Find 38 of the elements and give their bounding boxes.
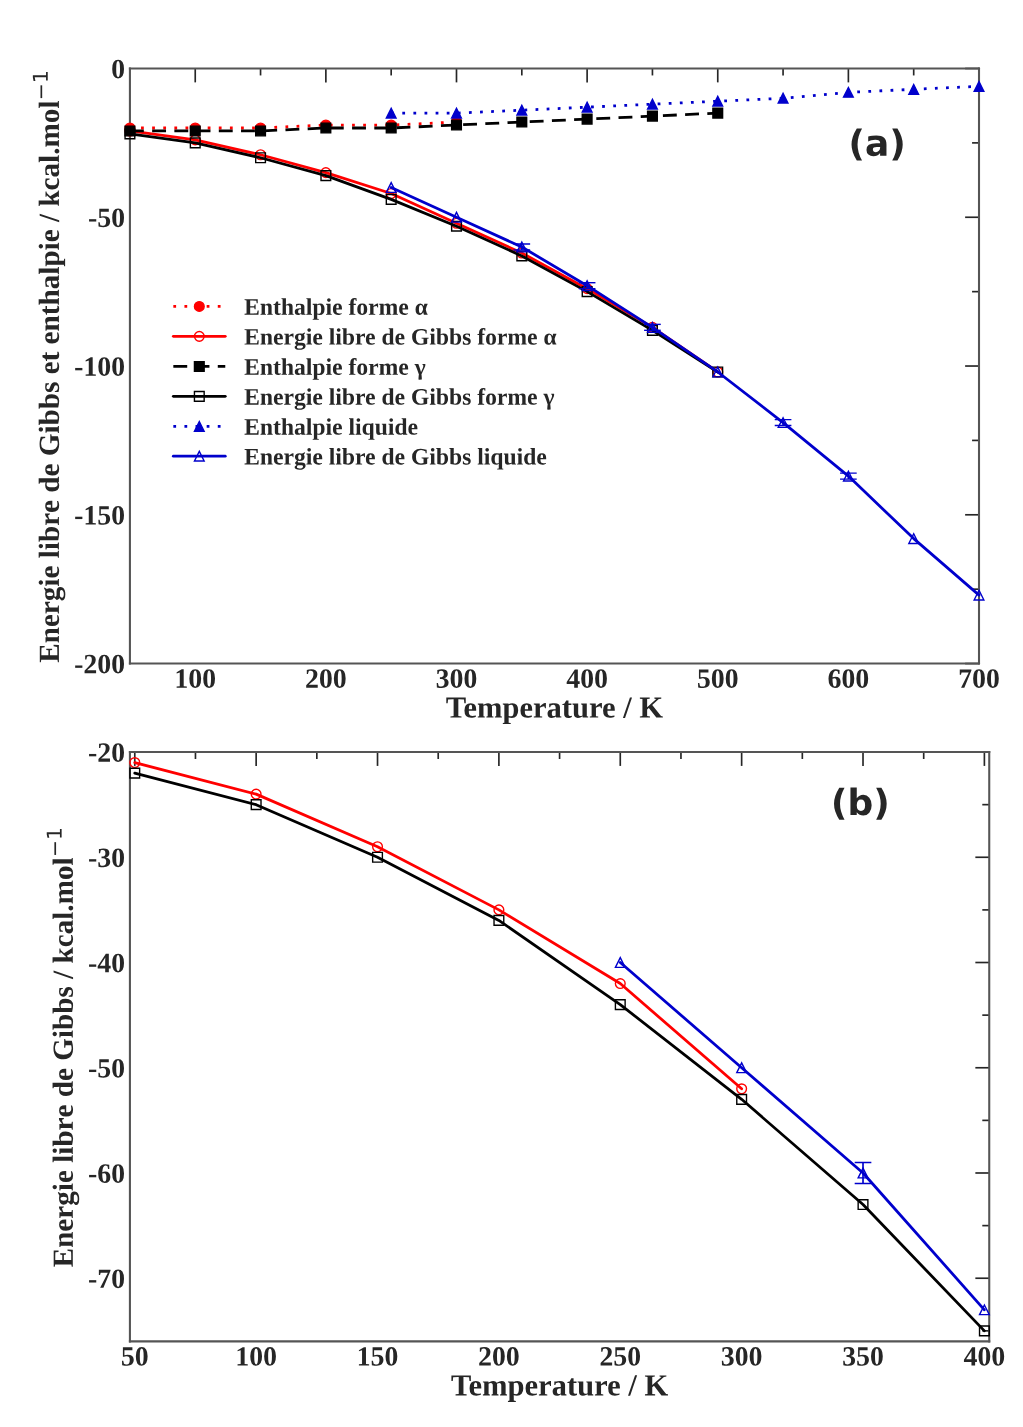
y-tick-label: -30 <box>89 848 124 868</box>
y-tick-label: 0 <box>112 59 124 79</box>
y-tick-label: -70 <box>89 1269 124 1289</box>
x-tick-label: 350 <box>843 1347 883 1366</box>
y-tick-label: -150 <box>75 505 124 525</box>
legend-label: Energie libre de Gibbs forme α <box>244 328 557 350</box>
x-tick-label: 250 <box>600 1347 641 1366</box>
annotation: (a) <box>851 128 903 161</box>
legend-label: Enthalpie forme γ <box>244 358 426 380</box>
x-tick-label: 300 <box>721 1347 762 1366</box>
legend-label: Enthalpie forme α <box>244 298 428 320</box>
x-tick-label: 50 <box>122 1347 148 1366</box>
legend-label: Energie libre de Gibbs forme γ <box>244 388 555 410</box>
x-tick-label: 200 <box>306 669 346 688</box>
x-axis-title: Temperature / K <box>451 1375 668 1402</box>
y-axis-title: Energie libre de Gibbs / kcal.mol$^{−1}$ <box>46 828 80 1267</box>
x-tick-label: 700 <box>959 669 999 688</box>
x-tick-label: 100 <box>237 1347 276 1366</box>
annotation: (b) <box>834 787 887 820</box>
x-tick-label: 300 <box>436 669 477 688</box>
y-tick-label: -20 <box>89 743 124 762</box>
x-tick-label: 100 <box>176 669 216 688</box>
x-tick-label: 200 <box>479 1347 519 1366</box>
x-tick-label: 150 <box>358 1347 398 1366</box>
y-tick-label: -50 <box>89 208 124 228</box>
y-axis-title: Energie libre de Gibbs et enthalpie / kcal.mol$^{−1}$ <box>32 72 66 663</box>
x-tick-label: 500 <box>698 669 738 688</box>
x-tick-label: 400 <box>963 1347 1005 1366</box>
y-tick-label: -50 <box>89 1058 124 1078</box>
y-tick-label: -40 <box>89 953 124 973</box>
y-tick-label: -60 <box>89 1164 124 1183</box>
y-tick-label: -200 <box>75 654 124 674</box>
legend-label: Enthalpie liquide <box>244 418 418 440</box>
x-tick-label: 600 <box>828 669 869 688</box>
y-tick-label: -100 <box>75 357 124 376</box>
x-axis-title: Temperature / K <box>446 697 663 725</box>
legend-label: Energie libre de Gibbs liquide <box>244 448 547 470</box>
x-tick-label: 400 <box>566 669 607 688</box>
